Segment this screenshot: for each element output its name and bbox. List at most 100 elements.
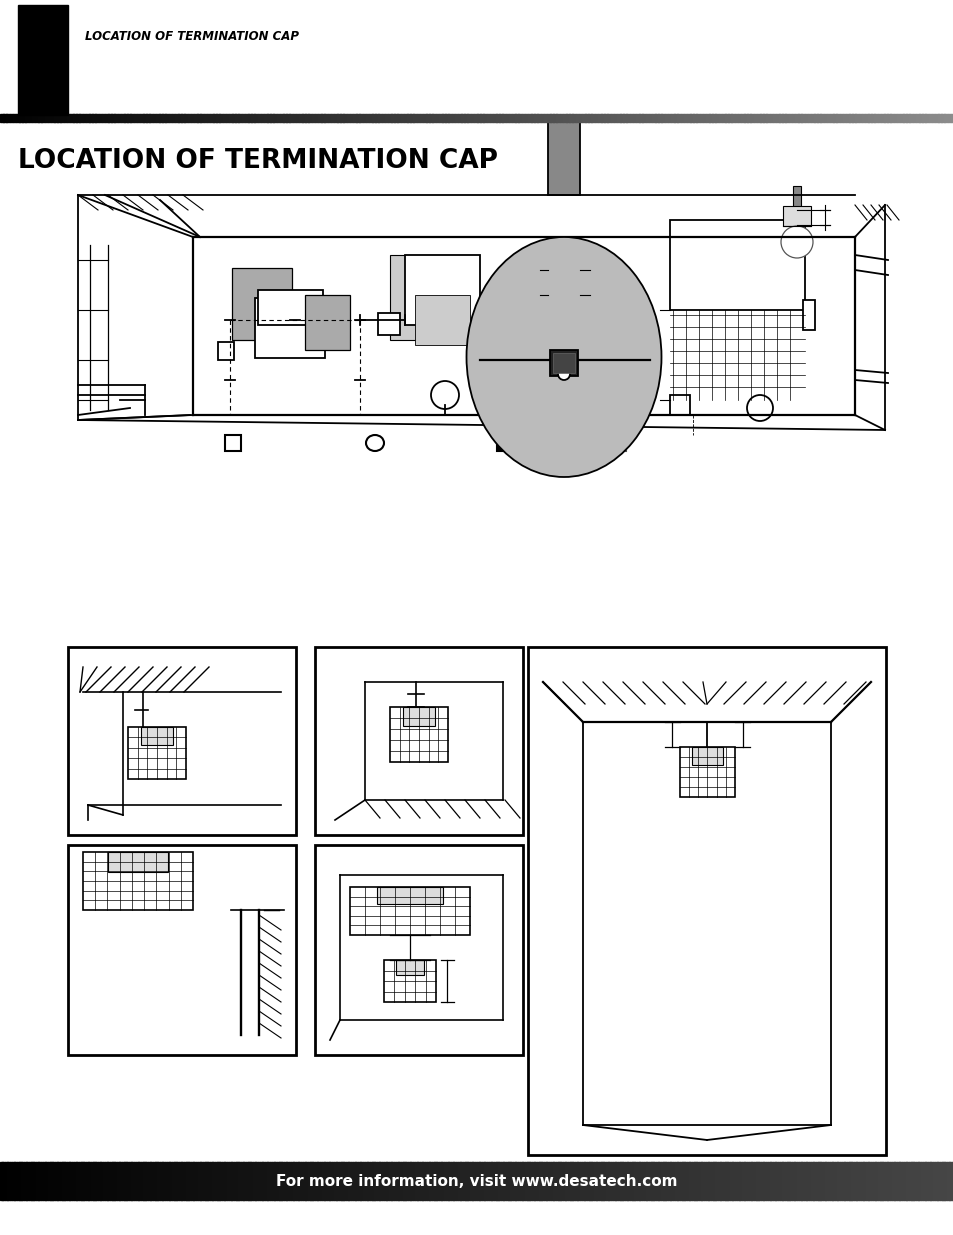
- Bar: [83, 1162, 87, 1200]
- Bar: [22, 114, 26, 122]
- Bar: [197, 1162, 201, 1200]
- Bar: [193, 114, 197, 122]
- Bar: [575, 114, 578, 122]
- Bar: [267, 114, 271, 122]
- Bar: [491, 1162, 494, 1200]
- Bar: [699, 114, 702, 122]
- Bar: [402, 1162, 406, 1200]
- Bar: [839, 1162, 841, 1200]
- Bar: [108, 852, 168, 872]
- Bar: [877, 114, 881, 122]
- Bar: [634, 1162, 637, 1200]
- Bar: [760, 114, 763, 122]
- Bar: [431, 1162, 435, 1200]
- Bar: [152, 114, 156, 122]
- Bar: [114, 114, 118, 122]
- Bar: [41, 114, 45, 122]
- Bar: [553, 1162, 556, 1200]
- Bar: [381, 114, 385, 122]
- Bar: [62, 1162, 65, 1200]
- Bar: [297, 1162, 301, 1200]
- Bar: [912, 114, 916, 122]
- Bar: [867, 1162, 870, 1200]
- Bar: [829, 1162, 832, 1200]
- Bar: [632, 114, 636, 122]
- Bar: [116, 1162, 120, 1200]
- Bar: [108, 114, 112, 122]
- Bar: [593, 1162, 597, 1200]
- Bar: [316, 1162, 320, 1200]
- Bar: [91, 1162, 93, 1200]
- Bar: [419, 1162, 422, 1200]
- Bar: [79, 114, 83, 122]
- Bar: [901, 1162, 903, 1200]
- Bar: [807, 114, 811, 122]
- Bar: [815, 1162, 818, 1200]
- Bar: [48, 1162, 51, 1200]
- Bar: [302, 1162, 306, 1200]
- Bar: [216, 114, 220, 122]
- Bar: [578, 114, 582, 122]
- Bar: [826, 1162, 830, 1200]
- Bar: [643, 1162, 646, 1200]
- Bar: [715, 1162, 718, 1200]
- Bar: [683, 114, 687, 122]
- Bar: [772, 1162, 775, 1200]
- Bar: [500, 1162, 503, 1200]
- Bar: [488, 1162, 492, 1200]
- Bar: [272, 1162, 274, 1200]
- Bar: [726, 1162, 730, 1200]
- Bar: [38, 1162, 41, 1200]
- Bar: [26, 1162, 30, 1200]
- Bar: [338, 1162, 341, 1200]
- Bar: [188, 114, 192, 122]
- Bar: [526, 1162, 530, 1200]
- Bar: [674, 1162, 678, 1200]
- Bar: [519, 1162, 522, 1200]
- Bar: [35, 114, 39, 122]
- Bar: [902, 1162, 906, 1200]
- Bar: [613, 114, 617, 122]
- Bar: [312, 1162, 315, 1200]
- Bar: [59, 1162, 63, 1200]
- Bar: [517, 114, 521, 122]
- Bar: [820, 1162, 822, 1200]
- Bar: [572, 1162, 575, 1200]
- Bar: [839, 114, 842, 122]
- Bar: [376, 1162, 379, 1200]
- Bar: [801, 114, 804, 122]
- Bar: [683, 1162, 687, 1200]
- Bar: [14, 1162, 17, 1200]
- Bar: [89, 114, 92, 122]
- Bar: [216, 1162, 220, 1200]
- Bar: [83, 114, 87, 122]
- Bar: [481, 1162, 484, 1200]
- Bar: [934, 114, 938, 122]
- Bar: [128, 727, 186, 779]
- Bar: [397, 114, 401, 122]
- Bar: [302, 114, 306, 122]
- Bar: [264, 1162, 268, 1200]
- Bar: [288, 1162, 292, 1200]
- Bar: [774, 1162, 778, 1200]
- Bar: [167, 1162, 170, 1200]
- Bar: [564, 1162, 568, 1200]
- Bar: [305, 1162, 308, 1200]
- Bar: [78, 1162, 82, 1200]
- Bar: [251, 114, 254, 122]
- Bar: [202, 1162, 206, 1200]
- Bar: [493, 114, 497, 122]
- Bar: [605, 1162, 608, 1200]
- Bar: [279, 114, 283, 122]
- Bar: [731, 114, 735, 122]
- Bar: [610, 1162, 613, 1200]
- Bar: [233, 1162, 236, 1200]
- Bar: [534, 114, 537, 122]
- Bar: [121, 114, 125, 122]
- Bar: [453, 1162, 456, 1200]
- Bar: [531, 114, 535, 122]
- Bar: [181, 1162, 184, 1200]
- Bar: [600, 114, 604, 122]
- Bar: [822, 114, 826, 122]
- Bar: [307, 1162, 311, 1200]
